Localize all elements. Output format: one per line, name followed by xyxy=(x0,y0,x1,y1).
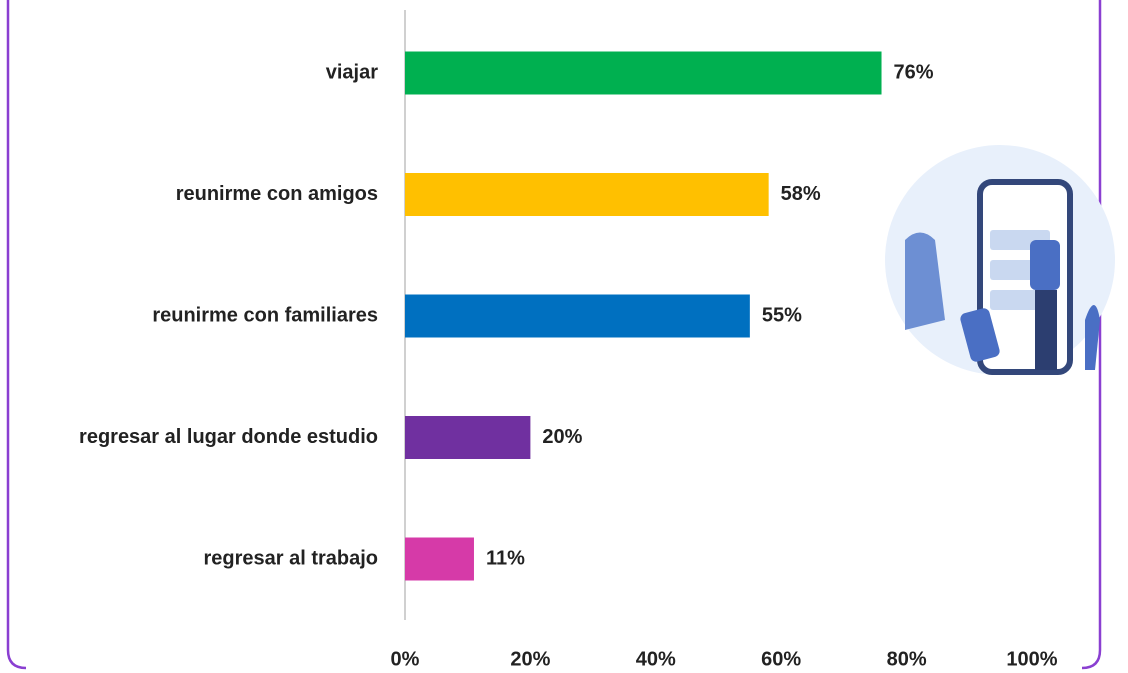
x-tick-label: 60% xyxy=(761,648,801,670)
category-label: reunirme con familiares xyxy=(152,304,378,326)
bar xyxy=(405,173,769,216)
value-label: 11% xyxy=(486,547,525,569)
bar xyxy=(405,538,474,581)
value-label: 58% xyxy=(781,183,821,205)
value-label: 55% xyxy=(762,304,802,326)
page: {"chart_data": {"type": "hbar", "categor… xyxy=(0,0,1128,673)
category-label: reunirme con amigos xyxy=(176,183,378,205)
category-label: regresar al lugar donde estudio xyxy=(79,426,378,448)
value-label: 20% xyxy=(542,426,582,448)
illustration xyxy=(885,145,1115,375)
category-label: viajar xyxy=(326,61,378,83)
x-tick-label: 0% xyxy=(391,648,420,670)
x-tick-label: 40% xyxy=(636,648,676,670)
x-tick-label: 100% xyxy=(1006,648,1057,670)
bar xyxy=(405,52,882,95)
x-tick-label: 20% xyxy=(510,648,550,670)
category-label: regresar al trabajo xyxy=(203,547,378,569)
x-tick-label: 80% xyxy=(887,648,927,670)
bar xyxy=(405,416,530,459)
value-label: 76% xyxy=(894,61,934,83)
bar xyxy=(405,295,750,338)
chart: 0% 20% 40% 60% 80% 100% viajar 76% reunirme con … xyxy=(0,0,1128,673)
